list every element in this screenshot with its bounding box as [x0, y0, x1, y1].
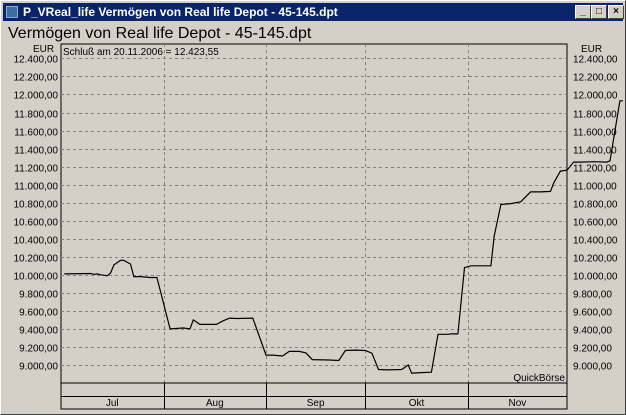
x-tick-label: Aug [206, 398, 224, 409]
y-tick-label-left: 11.600,00 [14, 128, 58, 139]
maximize-button[interactable]: □ [591, 5, 607, 19]
y-tick-label-right: 10.400,00 [573, 236, 618, 247]
y-tick-label-left: 10.400,00 [14, 236, 59, 247]
y-tick-label-left: 9.800,00 [19, 290, 58, 301]
y-tick-label-left: 10.000,00 [14, 272, 59, 283]
y-tick-label-right: 10.600,00 [573, 218, 618, 229]
y-tick-label-right: 10.000,00 [573, 272, 618, 283]
last-close-info: Schluß am 20.11.2006 = 12.423,55 [63, 47, 219, 58]
y-tick-label-right: 9.400,00 [573, 326, 612, 337]
y-unit-left: EUR [33, 44, 54, 55]
line-chart: 9.000,00 9.000,00 9.200,00 9.200,00 9.400,00… [14, 43, 623, 410]
y-tick-label-right: 9.000,00 [573, 362, 612, 373]
y-tick-label-right: 9.600,00 [573, 308, 612, 319]
y-tick-label-right: 11.200,00 [573, 164, 617, 175]
x-tick-label: Nov [508, 398, 526, 409]
y-tick-label-left: 11.800,00 [14, 110, 58, 121]
y-tick-label-right: 12.200,00 [573, 73, 618, 84]
chart-area: Vermögen von Real life Depot - 45-145.dp… [3, 22, 623, 412]
app-icon[interactable] [6, 6, 18, 18]
x-tick-label: Jul [106, 398, 119, 409]
y-tick-label-left: 9.000,00 [19, 362, 58, 373]
y-tick-label-left: 12.000,00 [14, 91, 59, 102]
y-tick-label-left: 10.800,00 [14, 200, 59, 211]
y-tick-label-right: 12.400,00 [573, 55, 618, 66]
y-tick-label-right: 11.800,00 [573, 110, 617, 121]
y-tick-label-left: 12.400,00 [14, 55, 59, 66]
x-tick-label: Okt [409, 398, 425, 409]
x-tick-label: Sep [307, 398, 325, 409]
minimize-button[interactable]: _ [575, 5, 591, 19]
plot-frame [60, 43, 568, 384]
y-tick-label-left: 9.600,00 [19, 308, 58, 319]
watermark: QuickBörse [513, 373, 565, 384]
window-title: P_VReal_life Vermögen von Real life Depo… [23, 5, 338, 19]
y-tick-label-left: 9.200,00 [19, 344, 58, 355]
y-tick-label-right: 12.000,00 [573, 91, 618, 102]
y-tick-label-left: 11.000,00 [14, 182, 58, 193]
y-tick-label-right: 10.800,00 [573, 200, 618, 211]
y-tick-label-right: 9.200,00 [573, 344, 612, 355]
y-tick-label-right: 10.200,00 [573, 254, 618, 265]
y-tick-label-left: 11.400,00 [14, 146, 58, 157]
close-button[interactable]: × [608, 5, 624, 19]
y-tick-label-left: 9.400,00 [19, 326, 58, 337]
y-unit-right: EUR [581, 44, 602, 55]
y-tick-label-right: 11.600,00 [573, 128, 617, 139]
depot-value-line [64, 100, 623, 374]
y-tick-label-left: 12.200,00 [14, 73, 59, 84]
chart-title: Vermögen von Real life Depot - 45-145.dp… [8, 25, 312, 42]
title-bar[interactable]: P_VReal_life Vermögen von Real life Depo… [3, 3, 624, 21]
y-tick-label-right: 9.800,00 [573, 290, 612, 301]
y-tick-label-left: 10.600,00 [14, 218, 59, 229]
y-tick-label-left: 10.200,00 [14, 254, 59, 265]
y-tick-label-left: 11.200,00 [14, 164, 58, 175]
y-tick-label-right: 11.000,00 [573, 182, 617, 193]
y-tick-label-right: 11.400,00 [573, 146, 617, 157]
